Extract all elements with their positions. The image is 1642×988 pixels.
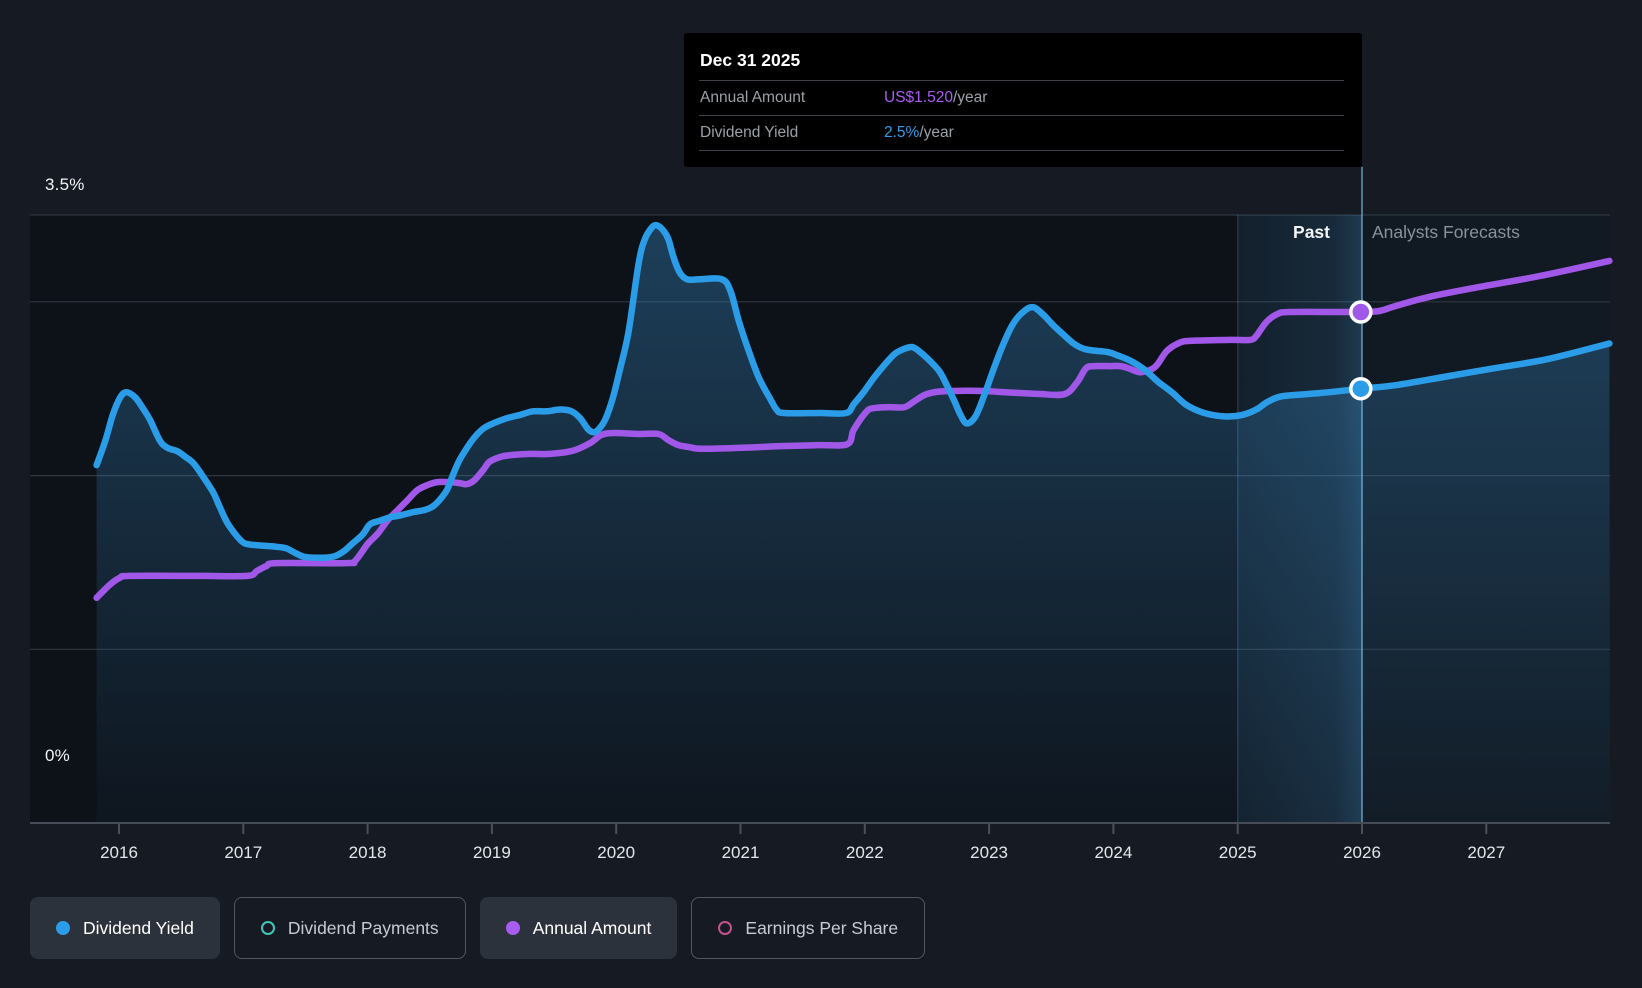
legend-item-label: Dividend Payments: [287, 917, 439, 938]
x-tick-label-2021: 2021: [721, 843, 760, 862]
x-tick-label-2027: 2027: [1467, 843, 1506, 862]
x-tick-label-2024: 2024: [1094, 843, 1133, 862]
earnings-per-share-swatch-icon: [718, 921, 733, 935]
chart-tooltip: Dec 31 2025 Annual Amount US$1.520 /year…: [684, 33, 1362, 167]
tooltip-value-annual-amount: US$1.520: [884, 89, 953, 106]
tooltip-label: Annual Amount: [700, 89, 806, 106]
legend-item-label: Annual Amount: [532, 917, 652, 938]
x-tick-label-2022: 2022: [845, 843, 884, 862]
dividend-yield-swatch-icon: [56, 921, 70, 935]
x-tick-label-2020: 2020: [597, 843, 636, 862]
x-tick-label-2016: 2016: [100, 843, 138, 862]
y-axis-label-max: 3.5%: [45, 175, 85, 194]
dividend-yield-line[interactable]: [93, 221, 1613, 562]
x-tick-label-2019: 2019: [472, 843, 511, 862]
tooltip-row-dividend-yield: Dividend Yield 2.5% /year: [699, 115, 1344, 150]
chart-legend: Dividend Yield Dividend Payments Annual Am…: [30, 897, 926, 959]
legend-item-dividend-yield[interactable]: Dividend Yield: [30, 897, 220, 959]
x-tick-label-2018: 2018: [348, 843, 387, 862]
legend-item-annual-amount[interactable]: Annual Amount: [479, 897, 678, 959]
x-tick-label-2017: 2017: [224, 843, 263, 862]
tooltip-suffix: /year: [919, 124, 954, 141]
tooltip-date: Dec 31 2025: [700, 50, 801, 70]
annual-amount-swatch-icon: [505, 921, 520, 935]
x-tick-label-2026: 2026: [1343, 843, 1381, 862]
tooltip-bottom-divider: [699, 150, 1344, 151]
analysts-forecasts-label: Analysts Forecasts: [1372, 222, 1520, 242]
legend-item-label: Earnings Per Share: [745, 917, 899, 938]
dividend-yield-marker[interactable]: [1349, 376, 1373, 401]
annual-amount-marker[interactable]: [1349, 300, 1373, 324]
y-axis-label-zero: 0%: [45, 746, 70, 765]
legend-item-earnings-per-share[interactable]: Earnings Per Share: [691, 897, 926, 959]
past-label: Past: [1293, 222, 1330, 242]
tooltip-row-annual-amount: Annual Amount US$1.520 /year: [699, 80, 1344, 115]
highlight-band: [1237, 215, 1362, 823]
dividend-yield-area: [96, 225, 1611, 824]
tooltip-label: Dividend Yield: [700, 124, 799, 141]
x-tick-label-2023: 2023: [970, 843, 1008, 862]
dividend-payments-swatch-icon: [260, 921, 275, 935]
x-tick-label-2025: 2025: [1218, 843, 1257, 862]
legend-item-dividend-payments[interactable]: Dividend Payments: [233, 897, 466, 959]
tooltip-value-dividend-yield: 2.5%: [884, 124, 920, 141]
legend-item-label: Dividend Yield: [83, 917, 194, 938]
tooltip-suffix: /year: [952, 89, 988, 106]
